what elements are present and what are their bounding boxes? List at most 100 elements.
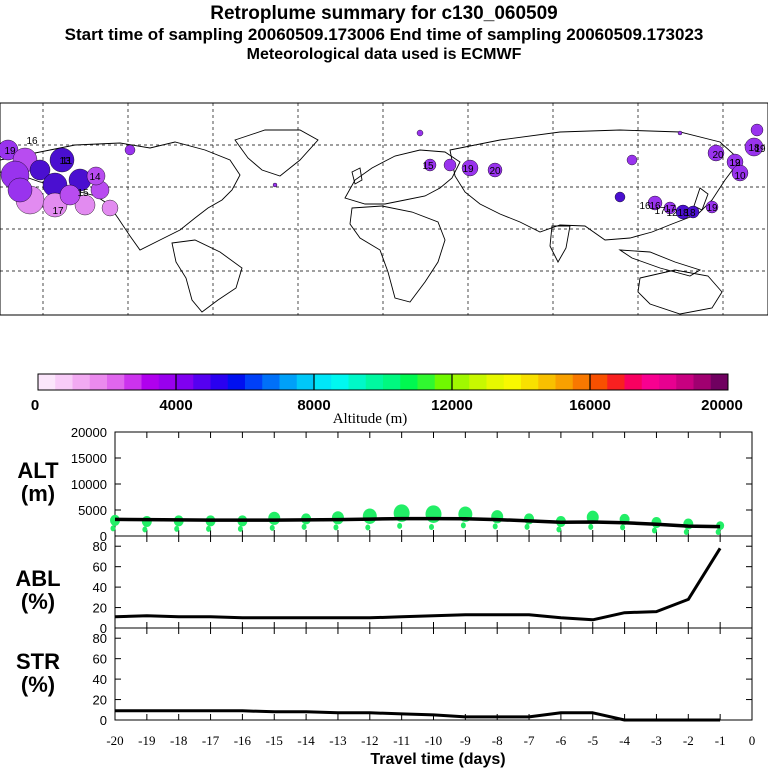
alt-cluster-marker: [237, 525, 243, 532]
plume-label: 11: [62, 156, 73, 167]
plume-marker: [614, 191, 626, 203]
plume-label: 20: [489, 166, 501, 177]
y-tick-label: 60: [93, 652, 107, 667]
plume-label: 19: [754, 144, 766, 155]
plume-marker: [663, 201, 677, 215]
map-graticule: [0, 103, 768, 315]
x-tick-label: -3: [651, 733, 662, 748]
colorbar-swatch: [262, 374, 280, 390]
x-tick-label: 0: [749, 733, 756, 748]
alt-cluster-marker: [651, 527, 657, 534]
colorbar-tick-8000: 8000: [297, 397, 330, 414]
alt-cluster-marker: [524, 523, 530, 530]
plume-marker: [677, 130, 683, 136]
plume-label: 18: [684, 208, 696, 219]
alt-panel-label: ALT: [17, 458, 59, 483]
colorbar-swatch: [641, 374, 660, 390]
abl-panel-label: ABL: [15, 566, 60, 591]
plume-marker: [731, 164, 749, 182]
plume-label: 16: [649, 201, 661, 212]
colorbar-swatch: [227, 374, 246, 390]
colorbar-swatch: [383, 374, 401, 390]
colorbar-swatch: [400, 374, 418, 390]
colorbar-swatch: [38, 374, 56, 390]
altitude-colorbar: 0 4000 8000 12000 16000 20000 Altitude (…: [31, 373, 743, 427]
plume-marker: [744, 137, 764, 157]
plume-marker: [59, 184, 81, 206]
alt-panel-unit: (m): [21, 481, 55, 506]
y-tick-label: 80: [93, 631, 107, 646]
alt-cluster-marker: [110, 525, 116, 532]
plume-label: 10: [734, 171, 746, 182]
x-tick-label: -16: [234, 733, 252, 748]
colorbar-label: Altitude (m): [333, 411, 408, 427]
plume-marker: [647, 195, 663, 211]
x-tick-label: -9: [460, 733, 471, 748]
colorbar-swatches: [38, 374, 729, 390]
plume-label: 17: [664, 204, 676, 215]
plume-marker: [461, 159, 479, 177]
plume-marker: [443, 158, 457, 172]
colorbar-swatch: [452, 374, 470, 390]
y-tick-label: 5000: [78, 503, 107, 518]
x-tick-label: -11: [393, 733, 410, 748]
colorbar-swatch: [469, 374, 487, 390]
y-tick-label: 20000: [71, 425, 107, 440]
plume-label: 12: [729, 158, 741, 169]
plume-marker: [7, 177, 33, 203]
colorbar-swatch: [124, 374, 142, 390]
plume-label: 19: [4, 146, 16, 157]
plume-marker: [124, 144, 136, 156]
y-tick-label: 40: [93, 672, 107, 687]
x-tick-label: -13: [329, 733, 346, 748]
x-tick-label: -8: [492, 733, 503, 748]
plume-label: 18: [677, 208, 689, 219]
y-tick-label: 40: [93, 580, 107, 595]
time-series-panels: ALT (m) ABL (%) STR (%) 0 5000 10000 15000 2…: [15, 425, 755, 768]
x-tick-label: -14: [297, 733, 315, 748]
plume-marker: [626, 154, 638, 166]
x-tick-label: -20: [106, 733, 123, 748]
x-tick-label: -15: [266, 733, 283, 748]
plume-label: 18: [748, 143, 760, 154]
plume-label: 16: [26, 136, 38, 147]
plume-label: 12: [666, 208, 678, 219]
colorbar-swatch: [279, 374, 298, 390]
plume-label: 15: [422, 161, 434, 172]
alt-cluster-marker: [333, 524, 339, 531]
colorbar-swatch: [538, 374, 556, 390]
plume-marker: [86, 166, 106, 186]
y-tick-label: 20: [93, 601, 107, 616]
alt-cluster-marker: [142, 526, 148, 533]
x-tick-label: -6: [555, 733, 566, 748]
colorbar-swatch: [296, 374, 315, 390]
y-tick-label: 0: [100, 713, 107, 728]
y-tick-label: 20: [93, 693, 107, 708]
sampling-times: Start time of sampling 20060509.173006 E…: [64, 25, 704, 44]
alt-cluster-marker: [301, 523, 307, 530]
alt-cluster-marker: [460, 522, 466, 529]
met-data-note: Meteorological data used is ECMWF: [246, 46, 522, 63]
y-tick-label: 0: [100, 621, 107, 636]
colorbar-tick-4000: 4000: [159, 397, 192, 414]
colorbar-swatch: [348, 374, 367, 390]
x-tick-label: -17: [202, 733, 220, 748]
chart-title: Retroplume summary for c130_060509: [210, 3, 558, 24]
coastlines: [0, 129, 741, 315]
colorbar-swatch: [710, 374, 729, 390]
plume-marker: [0, 139, 19, 161]
alt-cluster-marker: [365, 524, 371, 531]
plume-label: 17: [52, 206, 64, 217]
x-tick-label: -18: [170, 733, 187, 748]
alt-cluster-marker: [141, 515, 152, 527]
plume-label: 14: [89, 172, 101, 183]
plume-marker: [101, 199, 119, 217]
colorbar-swatch: [521, 374, 539, 390]
x-tick-label: -10: [425, 733, 442, 748]
x-tick-label: -4: [619, 733, 630, 748]
colorbar-swatch: [624, 374, 643, 390]
plume-marker: [750, 123, 764, 137]
